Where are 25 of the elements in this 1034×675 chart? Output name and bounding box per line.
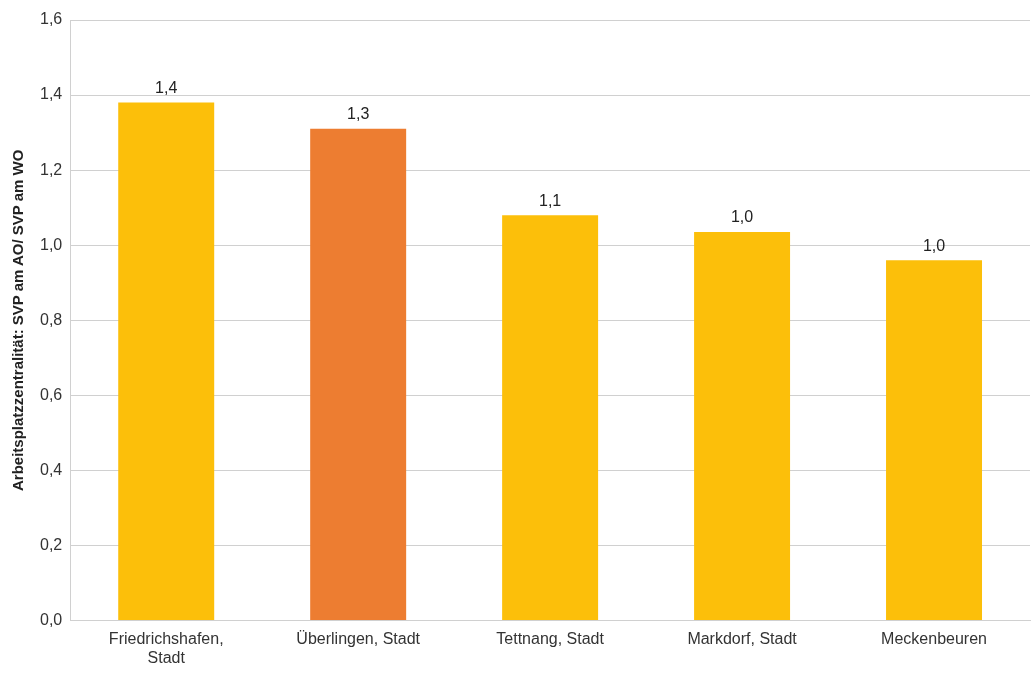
- x-tick-label: Markdorf, Stadt: [687, 629, 798, 647]
- y-tick-label: 1,4: [39, 85, 63, 103]
- data-label: 1,0: [922, 236, 946, 254]
- bar: [310, 128, 407, 621]
- bar: [118, 102, 215, 621]
- y-tick-label: 0,4: [39, 460, 63, 478]
- y-tick-label: 0,8: [39, 310, 63, 328]
- y-tick-label: 1,6: [39, 10, 63, 28]
- data-label: 1,3: [347, 105, 370, 123]
- data-label: 1,4: [155, 78, 178, 96]
- y-tick-label: 0,6: [39, 385, 63, 403]
- x-tick-label: Überlingen, Stadt: [296, 629, 421, 647]
- bar: [694, 232, 791, 621]
- bar: [502, 215, 599, 621]
- y-tick-label: 0,2: [39, 535, 63, 553]
- y-axis-title: Arbeitsplatzzentralität: SVP am AO/ SVP am WO: [9, 149, 27, 492]
- bar: [886, 260, 983, 621]
- y-tick-label: 1,2: [39, 160, 63, 178]
- data-label: 1,0: [730, 208, 754, 226]
- x-tick-label: Tettnang, Stadt: [496, 629, 605, 647]
- y-tick-label: 0,0: [39, 611, 63, 629]
- x-tick-label: Friedrichshafen, Stadt: [108, 629, 224, 666]
- x-tick-label: Meckenbeuren: [881, 629, 987, 647]
- y-tick-label: 1,0: [39, 235, 63, 253]
- data-label: 1,1: [539, 191, 562, 209]
